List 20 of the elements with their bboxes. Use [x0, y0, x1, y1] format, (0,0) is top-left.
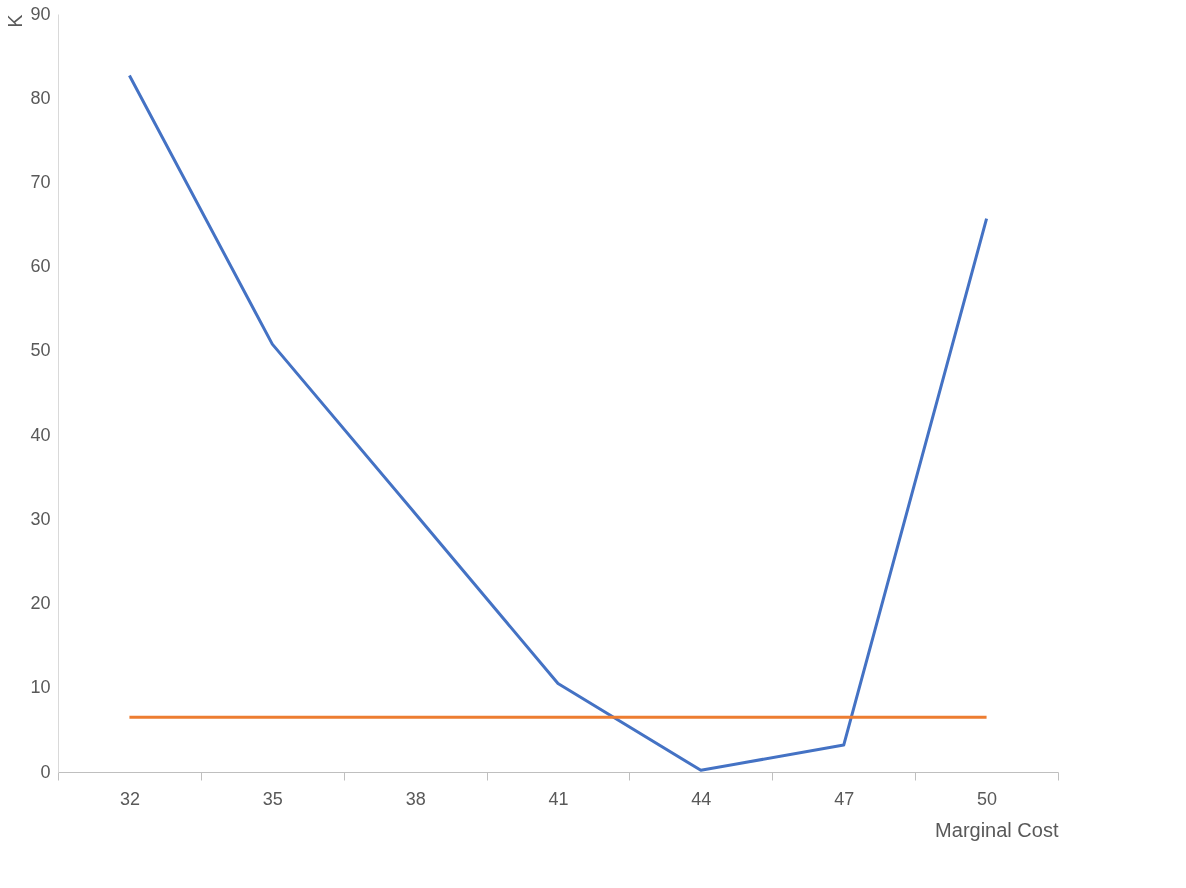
- x-tick-label: 35: [262, 788, 283, 809]
- x-tick-label: 50: [977, 788, 998, 809]
- y-tick-label: 70: [30, 171, 51, 192]
- y-tick-label: 30: [30, 508, 51, 529]
- line-series: [127, 73, 989, 772]
- x-tick-label: 38: [405, 788, 426, 809]
- y-tick-label: 40: [30, 424, 51, 445]
- y-tick-label: 90: [30, 3, 51, 24]
- x-tick-label: 32: [119, 788, 140, 809]
- y-tick-label: 60: [30, 256, 51, 277]
- x-tick-label: 41: [548, 788, 569, 809]
- x-tick-label: 44: [691, 788, 712, 809]
- y-tick-label: 0: [40, 761, 51, 782]
- y-axis-title: K: [4, 13, 27, 28]
- y-tick-label: 10: [30, 677, 51, 698]
- y-tick-label: 50: [30, 340, 51, 361]
- y-tick-label: 20: [30, 593, 51, 614]
- x-axis-title: Marginal Cost: [935, 818, 1059, 841]
- x-tick-label: 47: [834, 788, 855, 809]
- y-tick-label: 80: [30, 87, 51, 108]
